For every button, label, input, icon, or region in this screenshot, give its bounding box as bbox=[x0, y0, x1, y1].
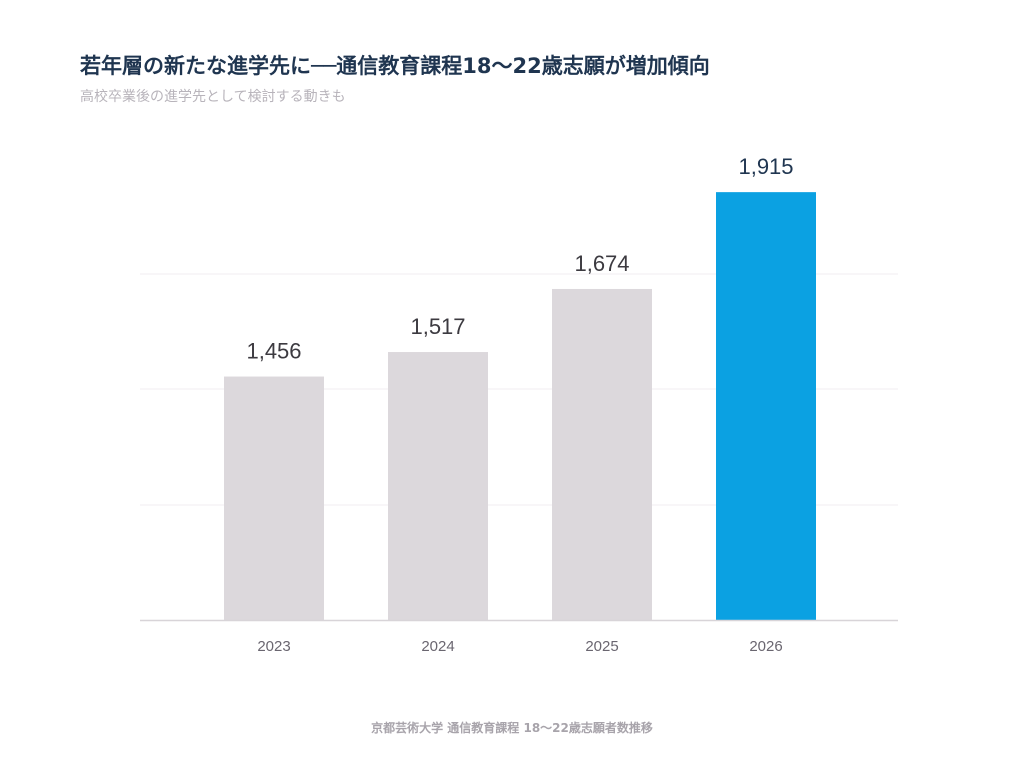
value-label-2023: 1,456 bbox=[246, 339, 301, 364]
category-label-2026: 2026 bbox=[749, 638, 782, 655]
value-label-2024: 1,517 bbox=[410, 314, 465, 339]
bar-2024 bbox=[388, 352, 488, 620]
chart-source-note: 京都芸術大学 通信教育課程 18〜22歳志願者数推移 bbox=[371, 721, 653, 735]
bar-2023 bbox=[224, 376, 324, 620]
chart-subtitle: 高校卒業後の進学先として検討する動きも bbox=[80, 89, 346, 105]
chart-title: 若年層の新たな進学先に──通信教育課程18〜22歳志願が増加傾向 bbox=[80, 54, 710, 78]
value-label-2026: 1,915 bbox=[738, 154, 793, 179]
category-label-2024: 2024 bbox=[421, 638, 454, 655]
category-label-2023: 2023 bbox=[257, 638, 290, 655]
bar-2025 bbox=[552, 288, 652, 620]
bar-2026 bbox=[716, 192, 816, 620]
value-label-2025: 1,674 bbox=[574, 251, 629, 276]
category-label-2025: 2025 bbox=[585, 638, 618, 655]
